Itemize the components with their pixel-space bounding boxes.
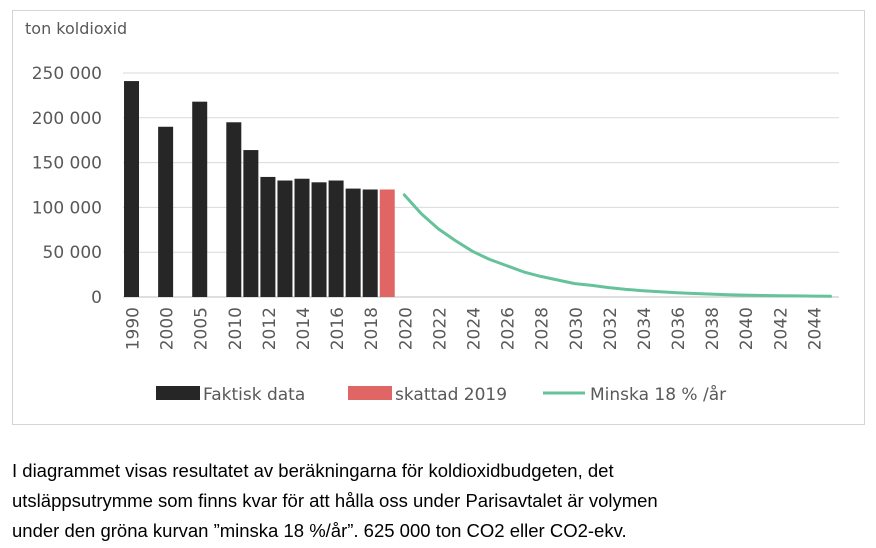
x-tick-label: 2005	[192, 307, 212, 350]
legend-label: Minska 18 % /år	[590, 384, 726, 405]
bar-1990	[124, 81, 140, 298]
legend-swatch	[156, 386, 200, 400]
x-tick-label: 2000	[158, 307, 178, 350]
y-tick-label: 200 000	[32, 109, 102, 129]
x-tick-label: 2024	[464, 307, 484, 350]
caption-line-2: utsläppsutrymme som finns kvar för att h…	[12, 490, 658, 511]
legend-label: skattad 2019	[395, 385, 507, 405]
x-tick-label: 2044	[805, 307, 825, 350]
bar-2012	[260, 176, 276, 297]
bar-2014	[294, 178, 310, 297]
x-tick-label: 2036	[669, 307, 689, 350]
y-tick-label: 100 000	[32, 198, 102, 218]
bar-2011	[243, 150, 259, 297]
bar-2019	[379, 189, 395, 297]
co2-chart: ton koldioxid 0 50 000 100 000 150 000 200 0…	[25, 19, 839, 405]
x-tick-label: 2040	[737, 307, 757, 350]
bar-2015	[311, 182, 327, 297]
y-tick-label: 150 000	[32, 154, 102, 174]
y-tick-label: 0	[91, 288, 102, 308]
x-tick-label: 2018	[362, 307, 382, 350]
bars	[124, 81, 395, 298]
caption-line-1: I diagrammet visas resultatet av beräkni…	[12, 460, 614, 481]
x-tick-label: 2014	[294, 307, 314, 350]
x-tick-label: 2042	[771, 307, 791, 350]
caption-line-3: under den gröna kurvan ”minska 18 %/år”.…	[12, 520, 627, 541]
legend-label: Faktisk data	[203, 385, 305, 405]
chart-frame: ton koldioxid 0 50 000 100 000 150 000 200 0…	[12, 10, 865, 425]
x-axis-ticks: 1990 2000 2005 2010 2012 2014 2016 2018 2020 2022…	[124, 307, 826, 350]
gridlines	[123, 72, 839, 298]
series-line	[402, 193, 832, 298]
x-tick-label: 2030	[567, 307, 587, 350]
y-axis-title: ton koldioxid	[25, 19, 127, 38]
x-tick-label: 2016	[328, 307, 348, 350]
x-tick-label: 2020	[396, 307, 416, 350]
x-tick-label: 2034	[635, 307, 655, 350]
legend: Faktisk data skattad 2019 Minska 18 % /år	[156, 384, 726, 405]
x-tick-label: 2032	[601, 307, 621, 350]
x-tick-label: 2028	[533, 307, 553, 350]
legend-swatch	[348, 386, 392, 400]
x-tick-label: 1990	[124, 307, 144, 350]
y-tick-label: 250 000	[32, 64, 102, 84]
y-tick-label: 50 000	[43, 243, 102, 263]
trend-line	[402, 193, 832, 298]
bar-2018	[362, 189, 378, 297]
bar-2016	[328, 180, 344, 297]
x-tick-label: 2038	[703, 307, 723, 350]
caption: I diagrammet visas resultatet av beräkni…	[12, 456, 862, 546]
y-axis-ticks: 0 50 000 100 000 150 000 200 000 250 000	[32, 64, 102, 308]
bar-2010	[226, 122, 242, 297]
x-tick-label: 2026	[499, 307, 519, 350]
x-tick-label: 2012	[260, 307, 280, 350]
bar-2000	[158, 126, 174, 297]
x-tick-label: 2010	[226, 307, 246, 350]
x-tick-label: 2022	[430, 307, 450, 350]
bar-2005	[192, 101, 208, 297]
bar-2017	[345, 188, 361, 297]
bar-2013	[277, 180, 293, 297]
